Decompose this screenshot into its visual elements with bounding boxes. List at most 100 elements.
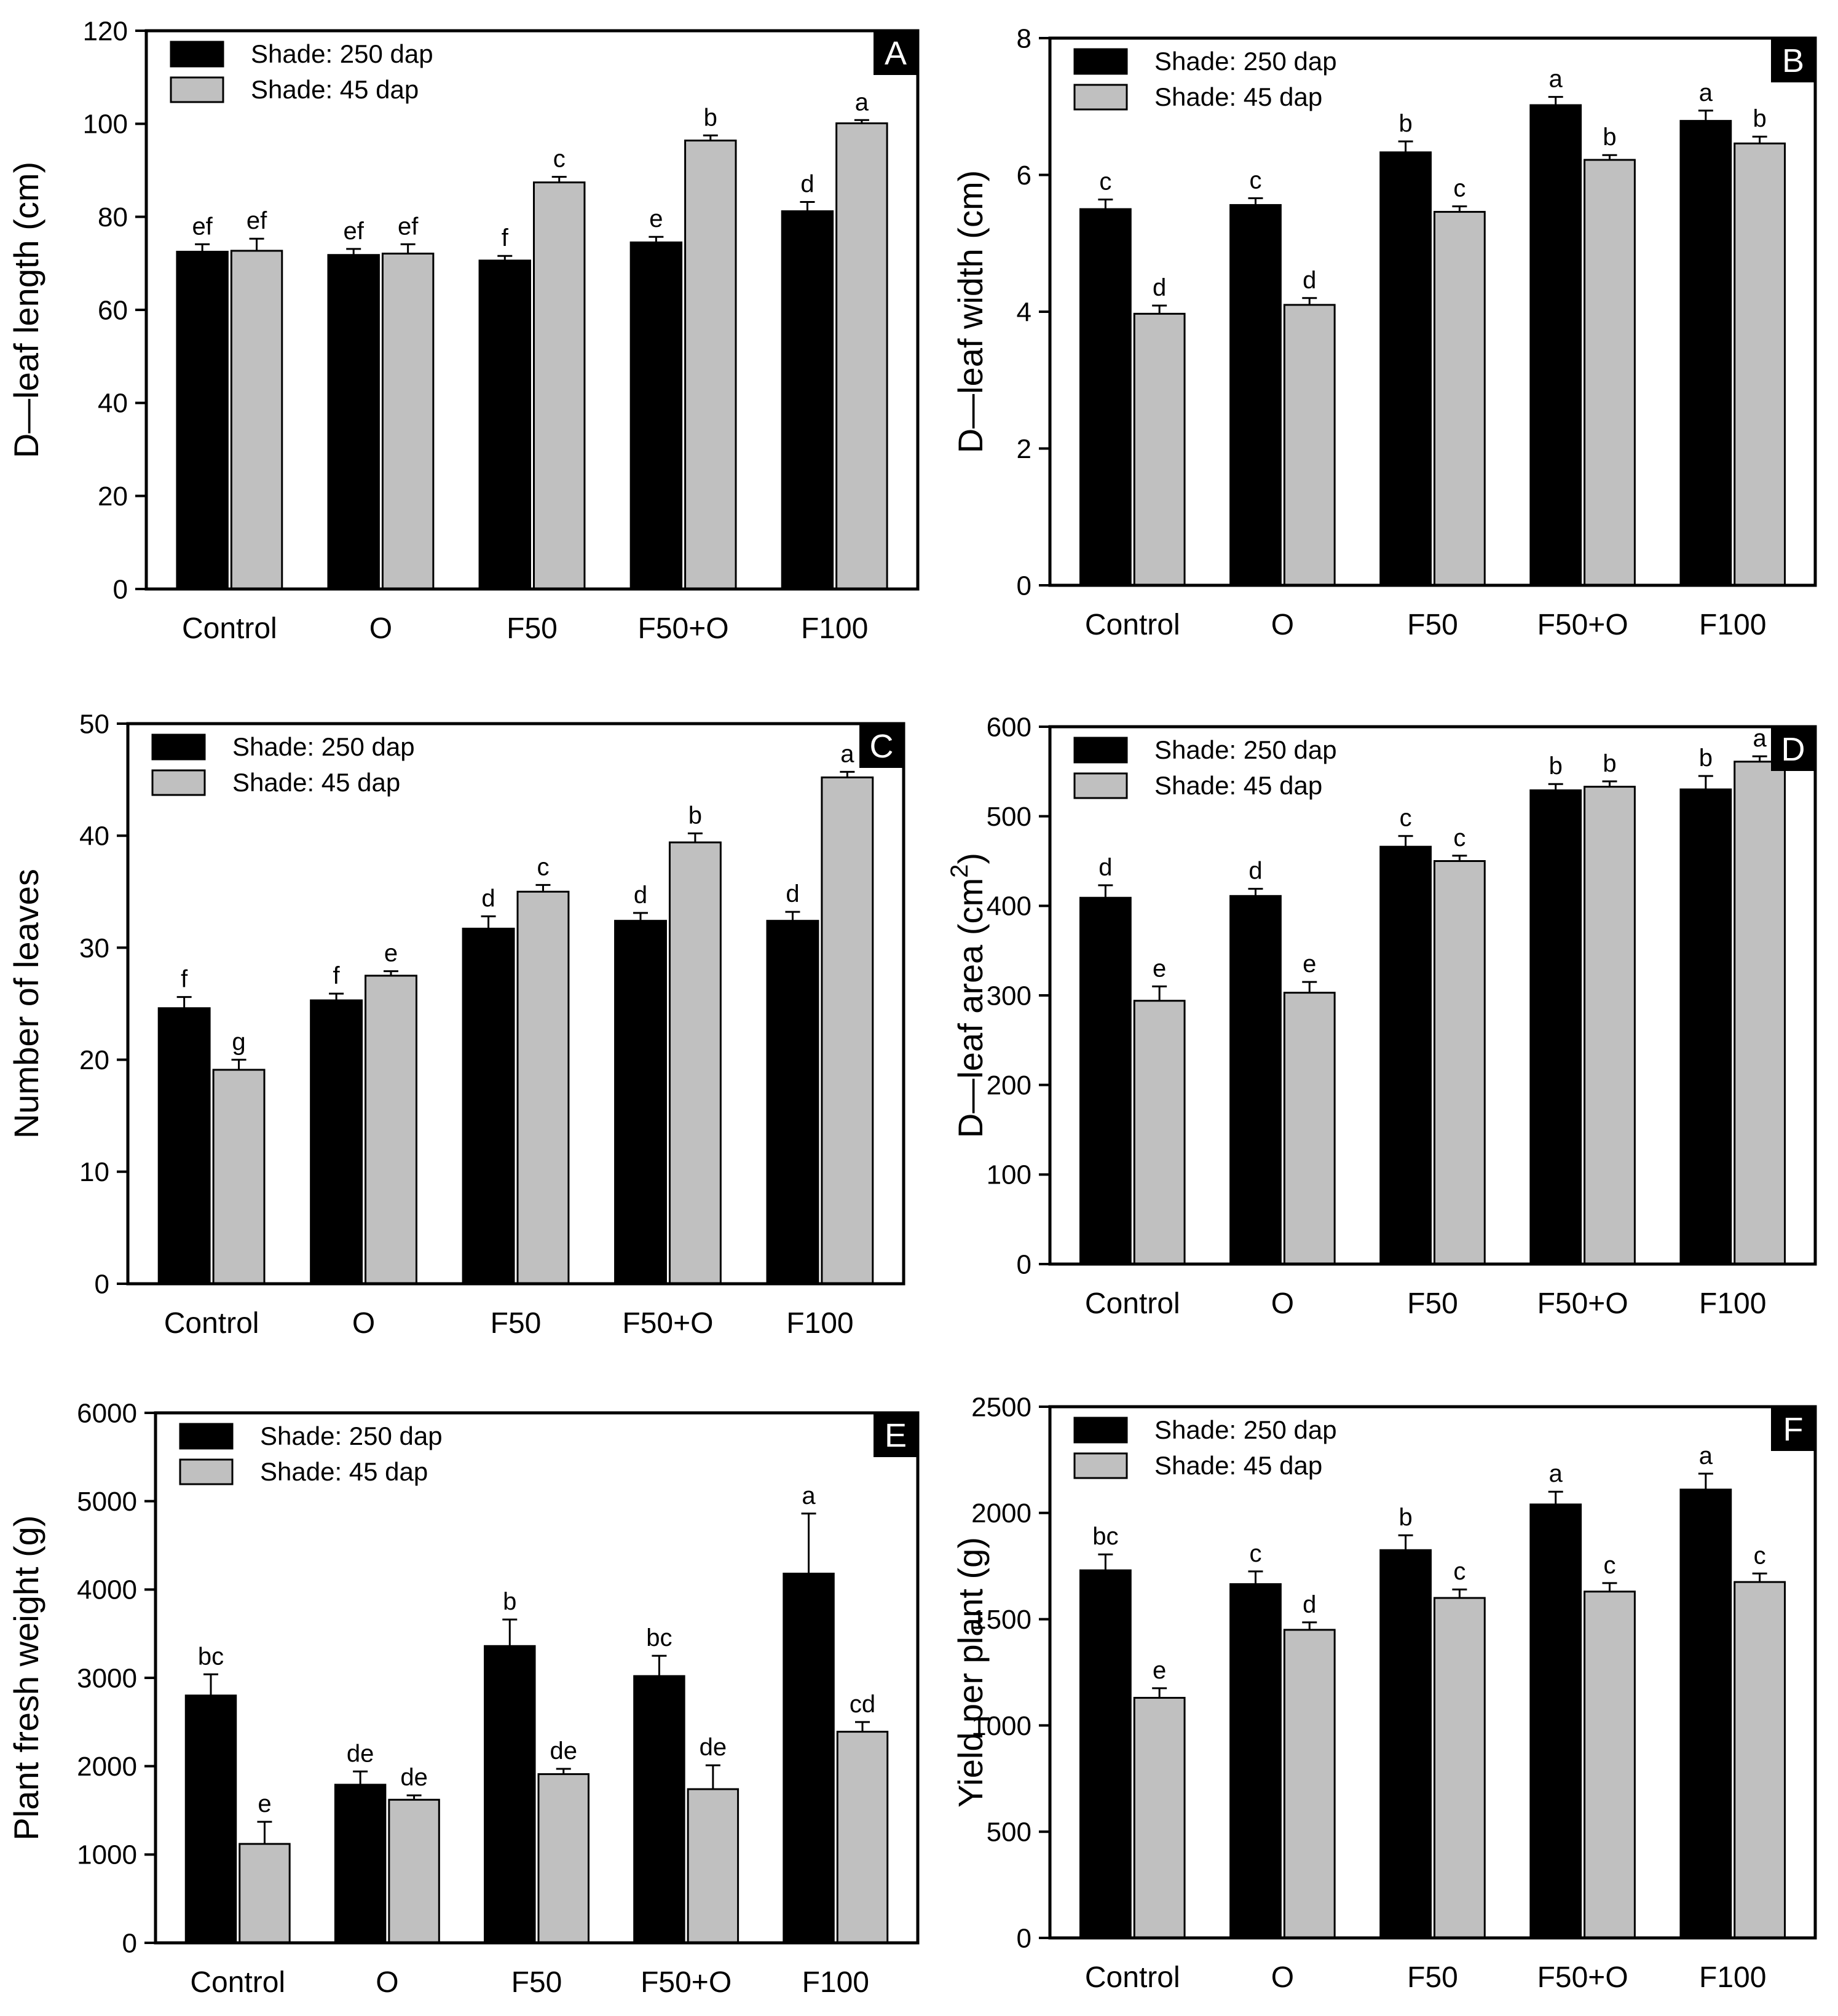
y-axis-label: D—leaf width (cm) — [951, 170, 990, 454]
plot-frame — [144, 29, 920, 591]
x-category-label: F50+O — [638, 612, 729, 645]
legend-label: Shade: 45 dap — [260, 1457, 428, 1486]
x-category-label: O — [369, 612, 392, 645]
bar-shade-45-dap — [836, 1731, 889, 1944]
y-tick-label: 100 — [987, 1160, 1031, 1190]
significance-letter: b — [1603, 124, 1616, 151]
significance-letter: b — [1753, 105, 1767, 132]
bar-shade-45-dap — [388, 1798, 440, 1944]
significance-letter: d — [800, 170, 814, 197]
bar-shade-250-dap — [1229, 204, 1282, 587]
x-category-label: F50+O — [641, 1966, 732, 1999]
significance-letter: b — [704, 104, 717, 131]
x-category-label: Control — [1085, 1961, 1180, 1994]
significance-letter: a — [840, 740, 854, 767]
significance-letter: c — [553, 146, 566, 173]
x-category-label: F50+O — [1537, 1961, 1628, 1994]
significance-letter: c — [1453, 175, 1465, 202]
significance-letter: f — [181, 966, 188, 993]
bar-shade-45-dap — [381, 252, 435, 590]
x-category-label: F50 — [1407, 1287, 1458, 1320]
panel-label: A — [885, 35, 907, 72]
bar-shade-45-dap — [1283, 1629, 1336, 1939]
x-category-label: Control — [1085, 609, 1180, 641]
bar-shade-250-dap — [478, 259, 531, 590]
bar-shade-250-dap — [1529, 1503, 1582, 1939]
significance-letter: e — [1153, 955, 1166, 982]
significance-letter: a — [1699, 79, 1713, 106]
significance-letter: ef — [247, 207, 267, 234]
y-tick-label: 1000 — [77, 1840, 137, 1870]
significance-letter: d — [1303, 267, 1316, 294]
legend-swatch — [170, 76, 224, 103]
legend-label: Shade: 250 dap — [1154, 47, 1337, 76]
significance-letter: b — [1398, 1504, 1412, 1531]
y-tick-label: 2000 — [77, 1752, 137, 1782]
bar-shade-250-dap — [1679, 788, 1732, 1265]
significance-letter: b — [1699, 745, 1713, 772]
bar-shade-45-dap — [835, 122, 888, 590]
x-category-label: O — [1271, 609, 1294, 641]
y-tick-label: 2500 — [971, 1392, 1031, 1422]
bar-shade-45-dap — [1733, 142, 1786, 587]
y-tick-label: 200 — [987, 1070, 1031, 1101]
significance-letter: e — [1303, 951, 1316, 978]
bar-shade-250-dap — [1229, 1583, 1282, 1939]
y-tick-label: 0 — [1017, 1923, 1031, 1953]
bar-shade-250-dap — [781, 210, 834, 590]
chart-panel-c: 0 10 20 30 40 50 f g f e d c d b d a Control O F50 F50+O F10… — [7, 709, 905, 1340]
legend-label: Shade: 250 dap — [260, 1421, 443, 1450]
bar-shade-250-dap — [1229, 895, 1282, 1265]
bar-shade-45-dap — [212, 1069, 266, 1285]
bar-shade-45-dap — [668, 841, 722, 1285]
bar-shade-45-dap — [1434, 860, 1486, 1265]
y-tick-label: 80 — [98, 202, 128, 232]
bar-shade-250-dap — [334, 1784, 387, 1944]
x-category-label: Control — [164, 1307, 259, 1340]
panel-label: C — [870, 728, 894, 765]
panel-label-badge — [859, 724, 904, 768]
y-axis-label-close: ) — [951, 853, 990, 864]
significance-letter: c — [1249, 167, 1261, 194]
y-tick-label: 40 — [98, 389, 128, 419]
significance-letter: d — [1098, 854, 1112, 881]
bar-shade-250-dap — [614, 920, 667, 1285]
bar-shade-45-dap — [687, 1788, 740, 1944]
x-category-label: F50 — [507, 612, 558, 645]
x-category-label: F100 — [786, 1307, 853, 1340]
bar-shade-45-dap — [1434, 1597, 1486, 1939]
bar-shade-45-dap — [1584, 159, 1636, 587]
significance-letter: c — [1249, 1540, 1261, 1567]
significance-letter: bc — [646, 1624, 672, 1651]
x-category-label: O — [376, 1966, 398, 1999]
plot-frame — [154, 1411, 920, 1945]
y-tick-label: 500 — [987, 802, 1031, 832]
significance-letter: b — [688, 802, 702, 829]
bar-shade-250-dap — [462, 927, 515, 1285]
y-tick-label: 20 — [79, 1045, 109, 1075]
y-tick-label: 0 — [1017, 1249, 1031, 1279]
legend-swatch — [1073, 737, 1128, 764]
bar-shade-250-dap — [629, 241, 683, 590]
bar-shade-45-dap — [516, 890, 570, 1285]
bar-shade-45-dap — [533, 181, 586, 590]
legend-label: Shade: 250 dap — [251, 39, 433, 68]
bar-shade-45-dap — [537, 1773, 590, 1944]
legend-label: Shade: 45 dap — [1154, 82, 1322, 111]
panel-label-badge — [874, 31, 918, 75]
bar-shade-250-dap — [1379, 151, 1432, 587]
legend-label: Shade: 250 dap — [232, 732, 415, 761]
significance-letter: c — [1099, 168, 1111, 196]
significance-letter: d — [1248, 858, 1262, 885]
bar-shade-45-dap — [230, 250, 283, 590]
significance-letter: d — [1303, 1591, 1316, 1618]
y-axis-label: Number of leaves — [7, 869, 45, 1139]
significance-letter: e — [1153, 1657, 1166, 1684]
significance-letter: f — [502, 224, 509, 251]
y-tick-label: 300 — [987, 981, 1031, 1011]
legend-swatch — [1073, 84, 1128, 111]
x-category-label: F100 — [1699, 1287, 1766, 1320]
bar-shade-45-dap — [1283, 304, 1336, 587]
